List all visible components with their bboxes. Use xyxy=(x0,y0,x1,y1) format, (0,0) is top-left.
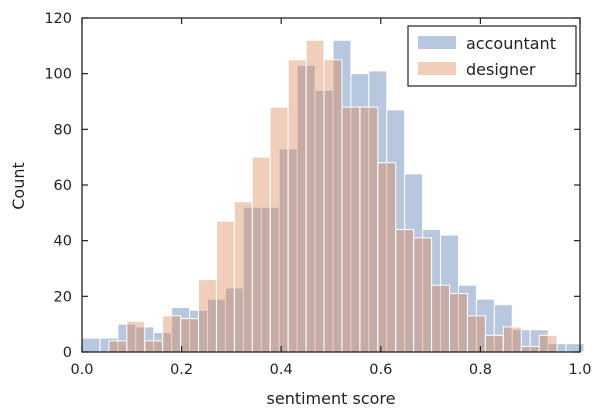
bar-designer xyxy=(269,106,289,353)
y-tick-label: 80 xyxy=(54,122,72,138)
x-tick-label: 0.4 xyxy=(270,362,293,378)
bar-designer xyxy=(413,237,433,353)
bar-designer xyxy=(502,326,522,353)
bar-designer xyxy=(305,39,325,353)
x-tick-label: 1.0 xyxy=(568,362,591,378)
axes-layer: 0.0 0.2 0.4 0.6 0.8 1.0 0 20 40 60 80 100 120 xyxy=(44,11,591,378)
bar-designer xyxy=(251,156,271,353)
bar-accountant xyxy=(565,343,585,353)
bar-designer xyxy=(233,201,253,353)
bar-designer xyxy=(377,162,397,353)
bar-designer xyxy=(341,106,361,353)
bar-designer xyxy=(484,334,504,353)
y-tick-label: 100 xyxy=(44,67,72,83)
x-axis-label: sentiment score xyxy=(267,389,396,408)
bar-designer xyxy=(180,318,200,353)
legend-swatch-accountant xyxy=(418,36,456,49)
bar-designer xyxy=(520,345,540,353)
x-tick-label: 0.6 xyxy=(369,362,392,378)
bar-designer xyxy=(198,279,217,353)
bar-designer xyxy=(395,229,415,353)
bar-designer xyxy=(466,315,486,353)
legend: accountant designer xyxy=(407,25,577,87)
bar-designer xyxy=(108,340,128,353)
bar-designer xyxy=(359,106,379,353)
x-tick-label: 0.2 xyxy=(170,362,193,378)
y-tick-label: 120 xyxy=(44,11,72,27)
bar-designer xyxy=(323,59,343,353)
bar-designer xyxy=(144,340,164,353)
y-tick-label: 40 xyxy=(54,234,72,250)
x-tick-label: 0.0 xyxy=(70,362,93,378)
bar-designer xyxy=(431,284,451,353)
bar-designer xyxy=(215,220,235,353)
bar-designer xyxy=(162,315,182,353)
y-tick-label: 20 xyxy=(54,289,72,305)
y-axis-label: Count xyxy=(9,162,28,210)
y-tick-label: 0 xyxy=(63,345,72,361)
y-tick-label: 60 xyxy=(54,178,72,194)
bar-designer xyxy=(287,59,307,353)
legend-label-accountant: accountant xyxy=(466,34,556,53)
legend-label-designer: designer xyxy=(466,60,536,79)
bar-designer xyxy=(538,334,558,353)
bar-accountant xyxy=(81,337,101,353)
bars-layer xyxy=(81,39,585,353)
bar-designer xyxy=(126,320,146,353)
bar-designer xyxy=(449,293,468,353)
x-tick-label: 0.8 xyxy=(469,362,492,378)
legend-swatch-designer xyxy=(418,62,456,75)
legend-box xyxy=(407,25,577,87)
